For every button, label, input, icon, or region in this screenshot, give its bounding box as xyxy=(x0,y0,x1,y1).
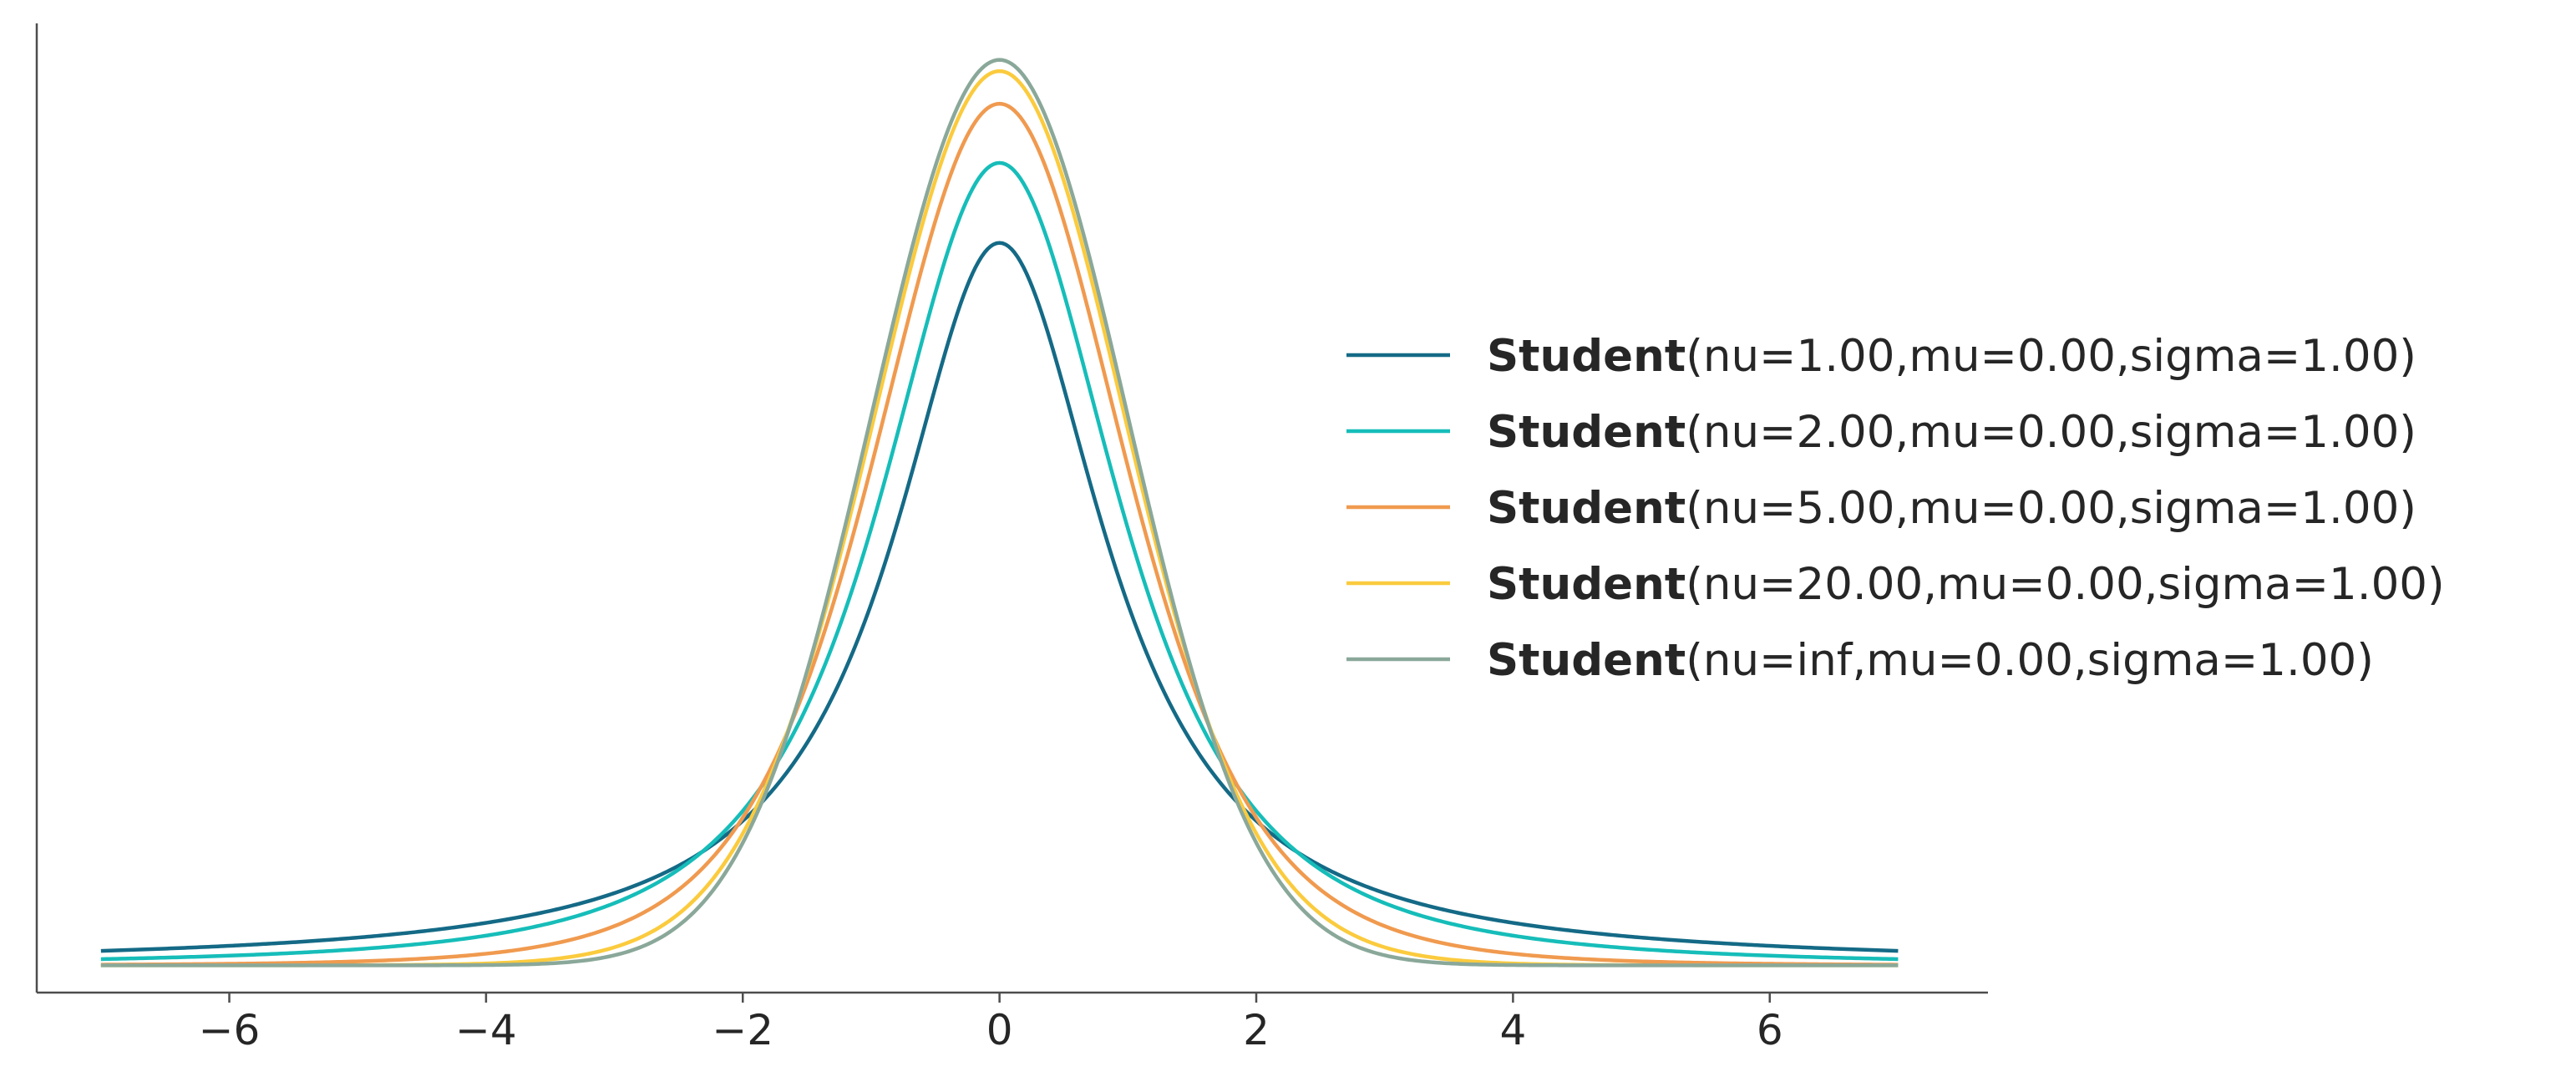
x-tick-label: 2 xyxy=(1243,1006,1270,1054)
series-line-1 xyxy=(100,241,1899,953)
plot-area xyxy=(100,58,1899,968)
axes: −6 −4 −2 0 2 4 6 xyxy=(35,23,1988,1054)
legend-entry-4: Student(nu=20.00,mu=0.00,sigma=1.00) xyxy=(1487,559,2445,610)
x-tick-label: −2 xyxy=(712,1006,773,1054)
legend: Student(nu=1.00,mu=0.00,sigma=1.00) Stude… xyxy=(1346,331,2445,686)
x-tick-label: 4 xyxy=(1499,1006,1526,1054)
legend-entry-2: Student(nu=2.00,mu=0.00,sigma=1.00) xyxy=(1487,407,2416,458)
x-ticks: −6 −4 −2 0 2 4 6 xyxy=(199,993,1783,1054)
x-tick-label: 6 xyxy=(1757,1006,1783,1054)
x-tick-label: −6 xyxy=(199,1006,261,1054)
legend-entry-5: Student(nu=inf,mu=0.00,sigma=1.00) xyxy=(1487,635,2374,686)
x-tick-label: −4 xyxy=(455,1006,517,1054)
series-line-5 xyxy=(100,58,1899,968)
series-line-3 xyxy=(100,101,1899,967)
x-tick-label: 0 xyxy=(986,1006,1013,1054)
legend-entry-3: Student(nu=5.00,mu=0.00,sigma=1.00) xyxy=(1487,483,2416,534)
series-line-2 xyxy=(100,160,1899,962)
legend-entry-1: Student(nu=1.00,mu=0.00,sigma=1.00) xyxy=(1487,331,2416,382)
